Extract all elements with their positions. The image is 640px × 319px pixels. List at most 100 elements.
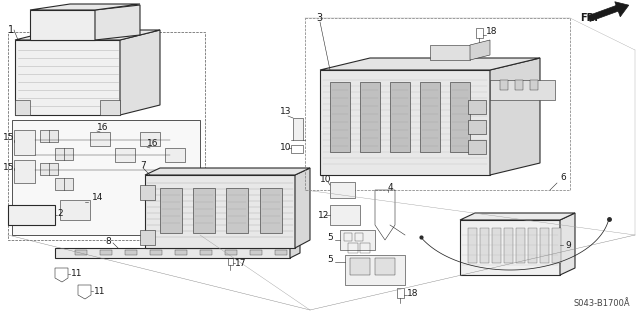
Polygon shape <box>55 248 290 258</box>
Polygon shape <box>295 168 310 248</box>
Text: 7: 7 <box>140 160 146 169</box>
Text: 3: 3 <box>316 13 322 23</box>
Bar <box>275 250 287 255</box>
Bar <box>355 233 363 241</box>
Polygon shape <box>115 148 135 162</box>
Bar <box>540 228 549 263</box>
Bar <box>468 228 477 263</box>
Polygon shape <box>460 213 575 220</box>
Bar <box>330 82 350 152</box>
Text: 11: 11 <box>71 270 83 278</box>
Text: 11: 11 <box>94 286 106 295</box>
Bar <box>193 188 215 233</box>
Polygon shape <box>350 258 370 275</box>
Text: 5: 5 <box>327 234 333 242</box>
Bar <box>125 250 137 255</box>
Text: S043-B1700Å: S043-B1700Å <box>573 299 630 308</box>
Text: 13: 13 <box>280 108 291 116</box>
Bar <box>515 80 523 90</box>
Bar <box>450 82 470 152</box>
Polygon shape <box>8 205 55 225</box>
Polygon shape <box>30 10 95 40</box>
Polygon shape <box>470 40 490 60</box>
Polygon shape <box>55 148 73 160</box>
Text: 8: 8 <box>105 236 111 246</box>
Polygon shape <box>15 40 120 115</box>
Bar <box>468 120 486 134</box>
Bar <box>492 228 501 263</box>
Polygon shape <box>14 130 35 155</box>
Bar <box>160 188 182 233</box>
Bar <box>360 82 380 152</box>
Text: 12: 12 <box>318 211 330 219</box>
Polygon shape <box>40 163 58 175</box>
Polygon shape <box>330 182 355 198</box>
Bar <box>390 82 410 152</box>
Polygon shape <box>430 45 470 60</box>
Bar <box>468 140 486 154</box>
Text: 18: 18 <box>407 288 419 298</box>
Text: 5: 5 <box>327 256 333 264</box>
Text: 17: 17 <box>235 258 246 268</box>
Bar <box>468 100 486 114</box>
Text: 16: 16 <box>97 122 109 131</box>
Bar <box>226 188 248 233</box>
Bar <box>500 80 508 90</box>
Polygon shape <box>14 160 35 183</box>
Circle shape <box>62 72 74 84</box>
Polygon shape <box>290 243 300 258</box>
Polygon shape <box>330 205 360 225</box>
Circle shape <box>53 63 83 93</box>
Polygon shape <box>15 30 160 40</box>
Polygon shape <box>320 70 490 175</box>
Polygon shape <box>340 230 375 250</box>
Text: FR.: FR. <box>580 13 598 23</box>
Text: 15: 15 <box>3 133 15 143</box>
Bar <box>175 250 187 255</box>
Bar <box>420 82 440 152</box>
Bar <box>348 243 358 253</box>
Polygon shape <box>60 200 90 220</box>
Polygon shape <box>345 255 405 285</box>
Text: 18: 18 <box>486 27 497 36</box>
Text: 15: 15 <box>3 164 15 173</box>
Bar <box>291 145 303 153</box>
Text: 14: 14 <box>92 194 104 203</box>
Polygon shape <box>460 220 560 275</box>
Bar <box>504 228 513 263</box>
Text: 4: 4 <box>388 183 394 192</box>
Polygon shape <box>95 5 140 40</box>
Bar <box>200 250 212 255</box>
Polygon shape <box>40 130 58 142</box>
Polygon shape <box>490 80 555 100</box>
Text: 10: 10 <box>320 175 332 184</box>
Polygon shape <box>12 120 200 235</box>
Bar <box>225 250 237 255</box>
Text: 6: 6 <box>560 174 566 182</box>
Polygon shape <box>140 132 160 146</box>
Text: 10: 10 <box>280 144 291 152</box>
Polygon shape <box>588 2 628 21</box>
Bar <box>293 118 303 140</box>
Bar <box>260 188 282 233</box>
Bar <box>552 228 561 263</box>
Polygon shape <box>140 185 155 200</box>
Text: 1: 1 <box>8 25 14 35</box>
Bar <box>516 228 525 263</box>
Bar <box>360 243 370 253</box>
Polygon shape <box>145 175 295 248</box>
Polygon shape <box>30 4 140 10</box>
Bar <box>480 228 489 263</box>
Polygon shape <box>15 100 30 115</box>
Polygon shape <box>100 100 120 115</box>
Text: 16: 16 <box>147 138 159 147</box>
Polygon shape <box>120 30 160 115</box>
Bar <box>250 250 262 255</box>
Polygon shape <box>55 178 73 190</box>
Bar <box>75 250 87 255</box>
Bar <box>100 250 112 255</box>
Polygon shape <box>165 148 185 162</box>
Polygon shape <box>560 213 575 275</box>
Text: 2: 2 <box>57 209 63 218</box>
Polygon shape <box>375 258 395 275</box>
